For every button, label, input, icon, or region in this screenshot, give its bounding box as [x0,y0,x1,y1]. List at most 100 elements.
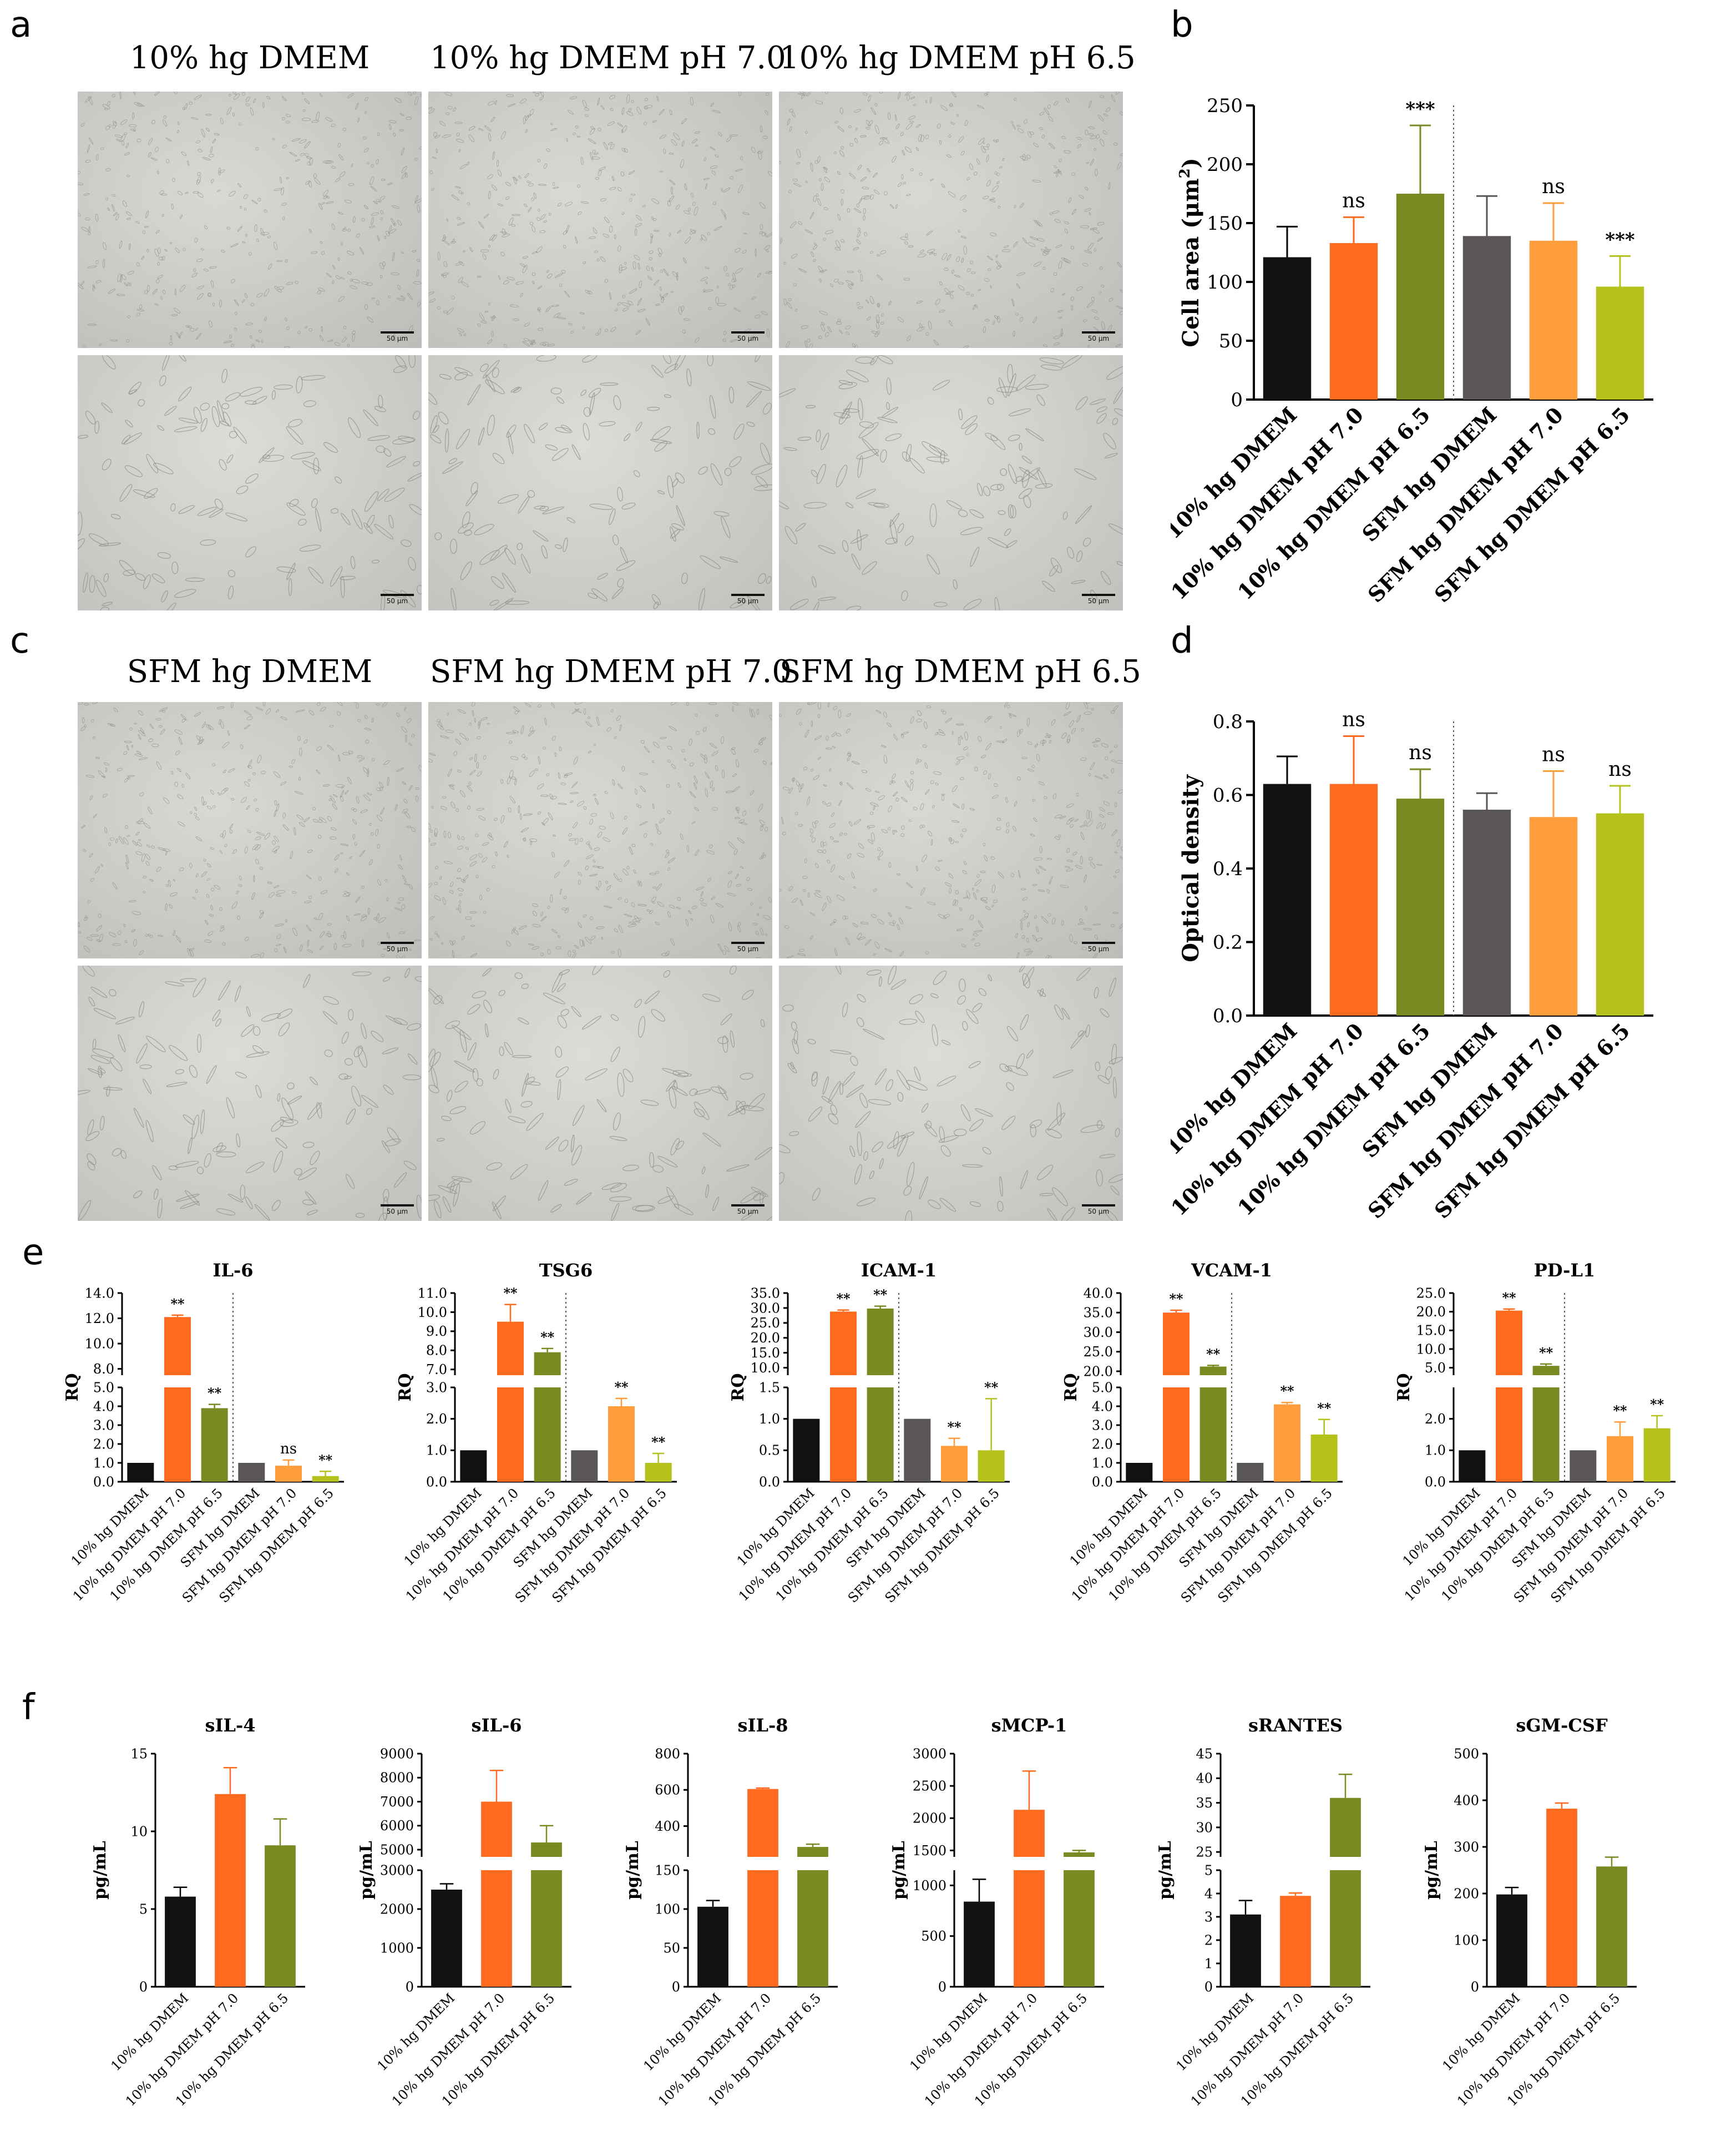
significance-label: ns [1409,741,1432,764]
chart-e-icam1: 0.00.51.01.510.015.020.025.030.035.010% … [728,1260,1010,1606]
panel-letter-f: f [22,1687,35,1728]
y-tick-label: 0.8 [1213,711,1243,733]
y-tick-label: 30.0 [1084,1325,1113,1340]
y-tick-label: 150 [655,1862,680,1878]
bar [964,1901,995,1987]
y-axis-label: pg/mL [357,1841,376,1900]
y-tick-label: 9000 [380,1746,414,1761]
bar [1274,1404,1300,1482]
condition-title-a-1: 10% hg DMEM [129,40,370,76]
bar [1546,1809,1577,1987]
bar [164,1317,191,1482]
axis-break-gap [163,1375,192,1387]
y-tick-label: 3.0 [93,1417,114,1433]
bar [165,1896,196,1987]
y-axis-label: pg/mL [90,1841,110,1900]
y-tick-label: 12.0 [85,1311,114,1326]
significance-label: ns [1342,189,1365,212]
significance-label: ** [540,1329,555,1345]
bar [1496,1894,1527,1987]
micrograph-a-high-2: 50 μm [428,355,772,610]
y-tick-label: 15.0 [1416,1323,1446,1339]
condition-title-a-3: 10% hg DMEM pH 6.5 [779,40,1136,76]
bar [867,1308,894,1482]
bar [201,1408,228,1482]
y-tick-label: 11.0 [418,1285,447,1301]
bar [1230,1914,1261,1987]
bar [1607,1436,1633,1482]
y-tick-label: 250 [1207,95,1243,117]
bar [1263,257,1312,400]
panel-letter-b: b [1171,4,1193,46]
bar [1496,1310,1522,1482]
y-tick-label: 600 [655,1783,680,1798]
y-tick-label: 9.0 [426,1324,447,1339]
y-tick-label: 0 [1471,1979,1479,1995]
y-tick-label: 0.0 [426,1474,447,1489]
y-tick-label: 4 [1204,1886,1213,1901]
bar [1237,1463,1264,1482]
y-tick-label: 5 [139,1901,148,1917]
chart-e-vcam1: 0.01.02.03.04.05.020.025.030.035.040.010… [1061,1260,1343,1606]
axis-break-gap [1198,1375,1228,1387]
bar [978,1450,1005,1482]
significance-label: ** [836,1291,851,1307]
cell-texture [428,92,772,348]
y-tick-label: 8.0 [426,1343,447,1359]
bar [1310,1435,1338,1482]
bar [1064,1852,1095,1987]
axis-break-gap [865,1375,895,1387]
y-tick-label: 2000 [913,1811,946,1826]
y-tick-label: 50 [663,1940,680,1956]
bar [1396,194,1445,400]
bar [497,1321,524,1482]
bar [460,1450,487,1482]
significance-label: ** [873,1287,888,1303]
bar [1396,799,1445,1016]
bar [1263,784,1312,1016]
bar [645,1463,672,1482]
y-tick-label: 0.6 [1213,784,1243,806]
y-tick-label: 10.0 [85,1336,114,1351]
bar [1014,1810,1045,1987]
y-tick-label: 2.0 [1092,1436,1113,1452]
y-tick-label: 8000 [380,1770,414,1786]
axis-break-gap [1531,1375,1561,1387]
significance-label: ** [1206,1346,1221,1362]
y-tick-label: 300 [1454,1839,1479,1855]
y-tick-label: 25.0 [1416,1285,1446,1301]
significance-label: ** [1280,1383,1294,1399]
y-tick-label: 25.0 [1084,1344,1113,1360]
axis-break-gap [1329,1857,1362,1870]
axis-break-gap [530,1857,563,1870]
micrograph-a-high-1: 50 μm [78,355,422,610]
y-tick-label: 200 [1207,154,1243,176]
chart-title: PD-L1 [1534,1260,1595,1281]
y-tick-label: 20.0 [1416,1304,1446,1320]
bar [431,1890,462,1987]
significance-label: ns [1542,743,1565,766]
scale-bar: 50 μm [1082,594,1115,605]
scale-bar: 50 μm [381,1204,414,1215]
bar [127,1463,154,1482]
bar [697,1906,728,1987]
y-tick-label: 0.2 [1213,931,1243,953]
y-tick-label: 40.0 [1084,1285,1113,1301]
significance-label: ** [1613,1402,1627,1418]
y-tick-label: 20.0 [751,1330,780,1346]
y-tick-label: 3.0 [426,1380,447,1395]
significance-label: ** [1539,1345,1553,1361]
axis-break-gap [496,1375,525,1387]
scale-bar: 50 μm [381,331,414,342]
bar [904,1418,931,1482]
y-tick-label: 800 [655,1746,680,1761]
y-tick-label: 7000 [380,1794,414,1810]
y-tick-label: 5.0 [93,1380,114,1395]
axis-break-gap [1162,1375,1191,1387]
bar [1529,240,1578,400]
